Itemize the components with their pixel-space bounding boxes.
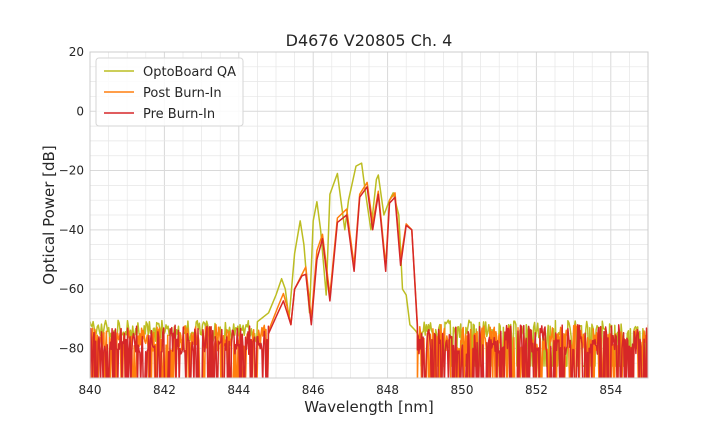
- series-layer: [90, 162, 648, 378]
- x-tick-label: 854: [599, 383, 622, 397]
- legend: OptoBoard QA Post Burn-In Pre Burn-In: [95, 57, 244, 127]
- x-tick-label: 842: [153, 383, 176, 397]
- x-tick-label: 852: [525, 383, 548, 397]
- y-tick-label: −40: [59, 223, 84, 237]
- legend-label-optoboard-qa: OptoBoard QA: [143, 65, 236, 80]
- legend-label-pre-burn-in: Pre Burn-In: [143, 107, 215, 122]
- x-axis-label: Wavelength [nm]: [304, 398, 434, 416]
- legend-label-post-burn-in: Post Burn-In: [143, 86, 222, 101]
- y-tick-label: −20: [59, 164, 84, 178]
- x-tick-label: 846: [302, 383, 325, 397]
- x-tick-label: 840: [79, 383, 102, 397]
- plot-frame: [89, 51, 649, 379]
- y-tick-label: −80: [59, 341, 84, 355]
- series-line-pre-burn-in: [90, 186, 648, 378]
- x-tick-labels: 840 842 844 846 848 850 852 854: [79, 383, 623, 397]
- legend-box: [95, 57, 244, 127]
- y-tick-label: −60: [59, 282, 84, 296]
- y-tick-label: 20: [69, 45, 84, 59]
- y-tick-labels: 20 0 −20 −40 −60 −80: [59, 45, 84, 355]
- y-axis-label: Optical Power [dB]: [40, 145, 58, 284]
- x-tick-label: 850: [451, 383, 474, 397]
- y-tick-label: 0: [76, 104, 84, 118]
- chart-title: D4676 V20805 Ch. 4: [286, 31, 453, 50]
- x-tick-label: 844: [227, 383, 250, 397]
- x-tick-label: 848: [376, 383, 399, 397]
